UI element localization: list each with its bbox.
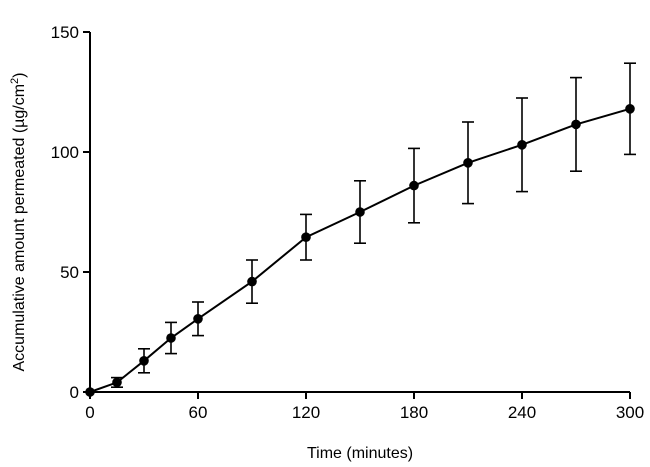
data-point [355,207,365,217]
x-tick-label: 180 [400,403,428,422]
x-tick-label: 120 [292,403,320,422]
x-tick-label: 240 [508,403,536,422]
y-axis-title: Accumulative amount permeated (µg/cm2) [9,72,28,371]
data-point [193,314,203,324]
data-point [139,356,149,366]
data-point [409,180,419,191]
data-point [571,119,581,130]
data-point [112,377,122,388]
x-tick-label: 0 [85,403,94,422]
error-bars [111,62,636,389]
data-point [463,158,473,168]
y-tick-label: 50 [60,263,79,282]
y-axis-title-main: Accumulative amount permeated (µg/cm [11,84,28,372]
data-point [517,140,527,150]
data-point [166,333,176,343]
y-axis-title-close: ) [11,72,28,77]
data-point [301,232,311,242]
y-tick-label: 100 [51,143,79,162]
y-tick-label: 150 [51,23,79,42]
data-point [85,387,95,397]
x-axis-title: Time (minutes) [307,445,413,462]
x-tick-label: 300 [616,403,644,422]
data-points [85,104,635,397]
y-axis-title-superscript: 2 [9,78,21,84]
y-tick-label: 0 [70,383,79,402]
y-axis-ticks: 0 50 100 150 [51,23,90,402]
data-point [625,104,635,114]
x-tick-label: 60 [189,403,208,422]
data-point [247,276,257,287]
x-axis-ticks: 0 60 120 180 240 300 [85,392,644,422]
